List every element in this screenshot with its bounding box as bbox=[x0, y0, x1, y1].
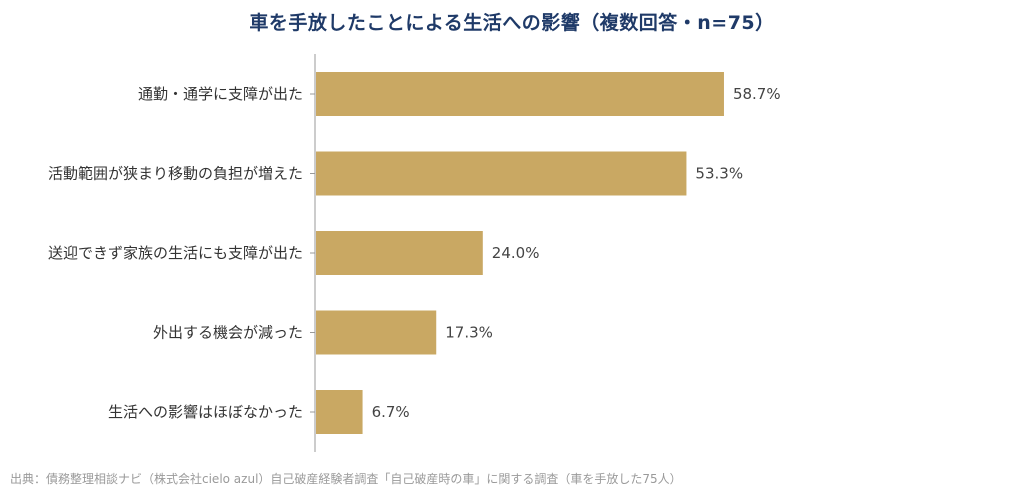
value-label: 17.3% bbox=[445, 324, 493, 342]
value-label: 24.0% bbox=[492, 244, 540, 262]
bars-layer bbox=[316, 72, 724, 434]
bar-3 bbox=[316, 231, 483, 275]
source-note: 出典：債務整理相談ナビ（株式会社cielo azul）自己破産経験者調査「自己破… bbox=[10, 472, 682, 486]
value-label: 53.3% bbox=[695, 165, 743, 183]
category-label: 活動範囲が狭まり移動の負担が増えた bbox=[48, 165, 303, 183]
category-label: 外出する機会が減った bbox=[153, 324, 303, 342]
bar-4 bbox=[316, 310, 437, 355]
category-label: 通勤・通学に支障が出た bbox=[138, 85, 303, 103]
bar-1 bbox=[316, 72, 724, 116]
value-label: 58.7% bbox=[733, 85, 781, 103]
category-label: 送迎できず家族の生活にも支障が出た bbox=[48, 244, 303, 262]
labels-layer: 通勤・通学に支障が出た 58.7% 活動範囲が狭まり移動の負担が増えた 53.3% 送迎… bbox=[48, 85, 781, 421]
value-label: 6.7% bbox=[372, 403, 410, 421]
bar-2 bbox=[316, 151, 687, 196]
chart-title: 車を手放したことによる生活への影響（複数回答・n=75） bbox=[249, 12, 775, 34]
category-label: 生活への影響はほぼなかった bbox=[108, 403, 303, 421]
axis-layer bbox=[310, 54, 316, 452]
bar-5 bbox=[316, 390, 363, 434]
